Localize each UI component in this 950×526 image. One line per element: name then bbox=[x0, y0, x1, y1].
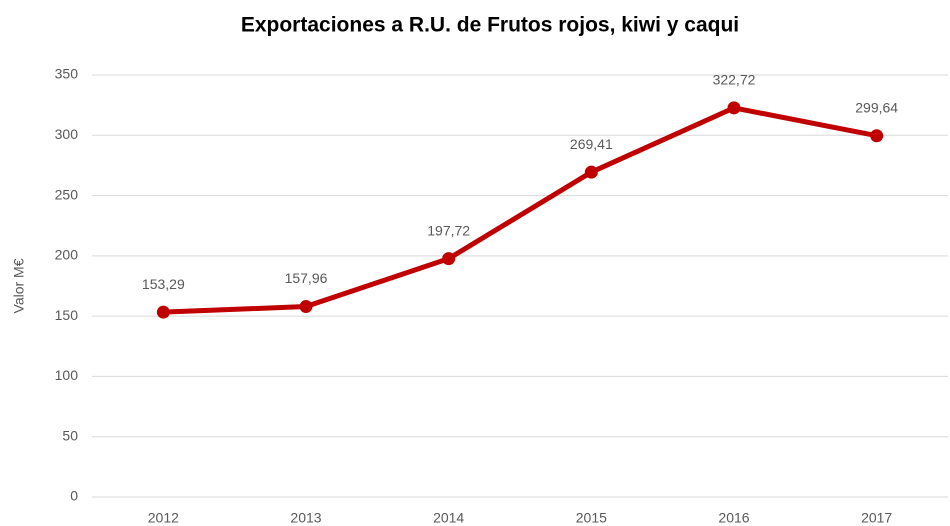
y-tick-label: 100 bbox=[55, 367, 79, 383]
chart-title: Exportaciones a R.U. de Frutos rojos, ki… bbox=[241, 14, 739, 37]
data-point bbox=[299, 300, 313, 314]
data-point bbox=[870, 129, 884, 143]
y-tick-label: 250 bbox=[55, 186, 79, 202]
data-point bbox=[442, 252, 456, 266]
y-tick-label: 300 bbox=[55, 126, 79, 142]
data-label: 197,72 bbox=[427, 222, 470, 238]
data-label: 322,72 bbox=[713, 72, 756, 88]
x-tick-label: 2016 bbox=[718, 510, 749, 526]
y-tick-label: 200 bbox=[55, 247, 79, 263]
y-tick-label: 150 bbox=[55, 307, 79, 323]
y-tick-label: 350 bbox=[55, 66, 79, 82]
data-label: 299,64 bbox=[855, 99, 898, 115]
data-line bbox=[160, 105, 880, 315]
x-tick-label: 2014 bbox=[433, 510, 464, 526]
y-tick-label: 50 bbox=[62, 427, 78, 443]
data-point bbox=[727, 101, 741, 115]
x-tick-label: 2012 bbox=[148, 510, 179, 526]
data-point bbox=[156, 305, 170, 319]
data-label: 269,41 bbox=[570, 136, 613, 152]
x-tick-label: 2013 bbox=[290, 510, 321, 526]
x-tick-label: 2017 bbox=[861, 510, 892, 526]
data-label: 157,96 bbox=[285, 270, 328, 286]
x-tick-label: 2015 bbox=[576, 510, 607, 526]
data-point bbox=[584, 165, 598, 179]
y-tick-label: 0 bbox=[70, 488, 78, 504]
data-label: 153,29 bbox=[142, 276, 185, 292]
y-axis-label: Valor M€ bbox=[11, 258, 27, 313]
